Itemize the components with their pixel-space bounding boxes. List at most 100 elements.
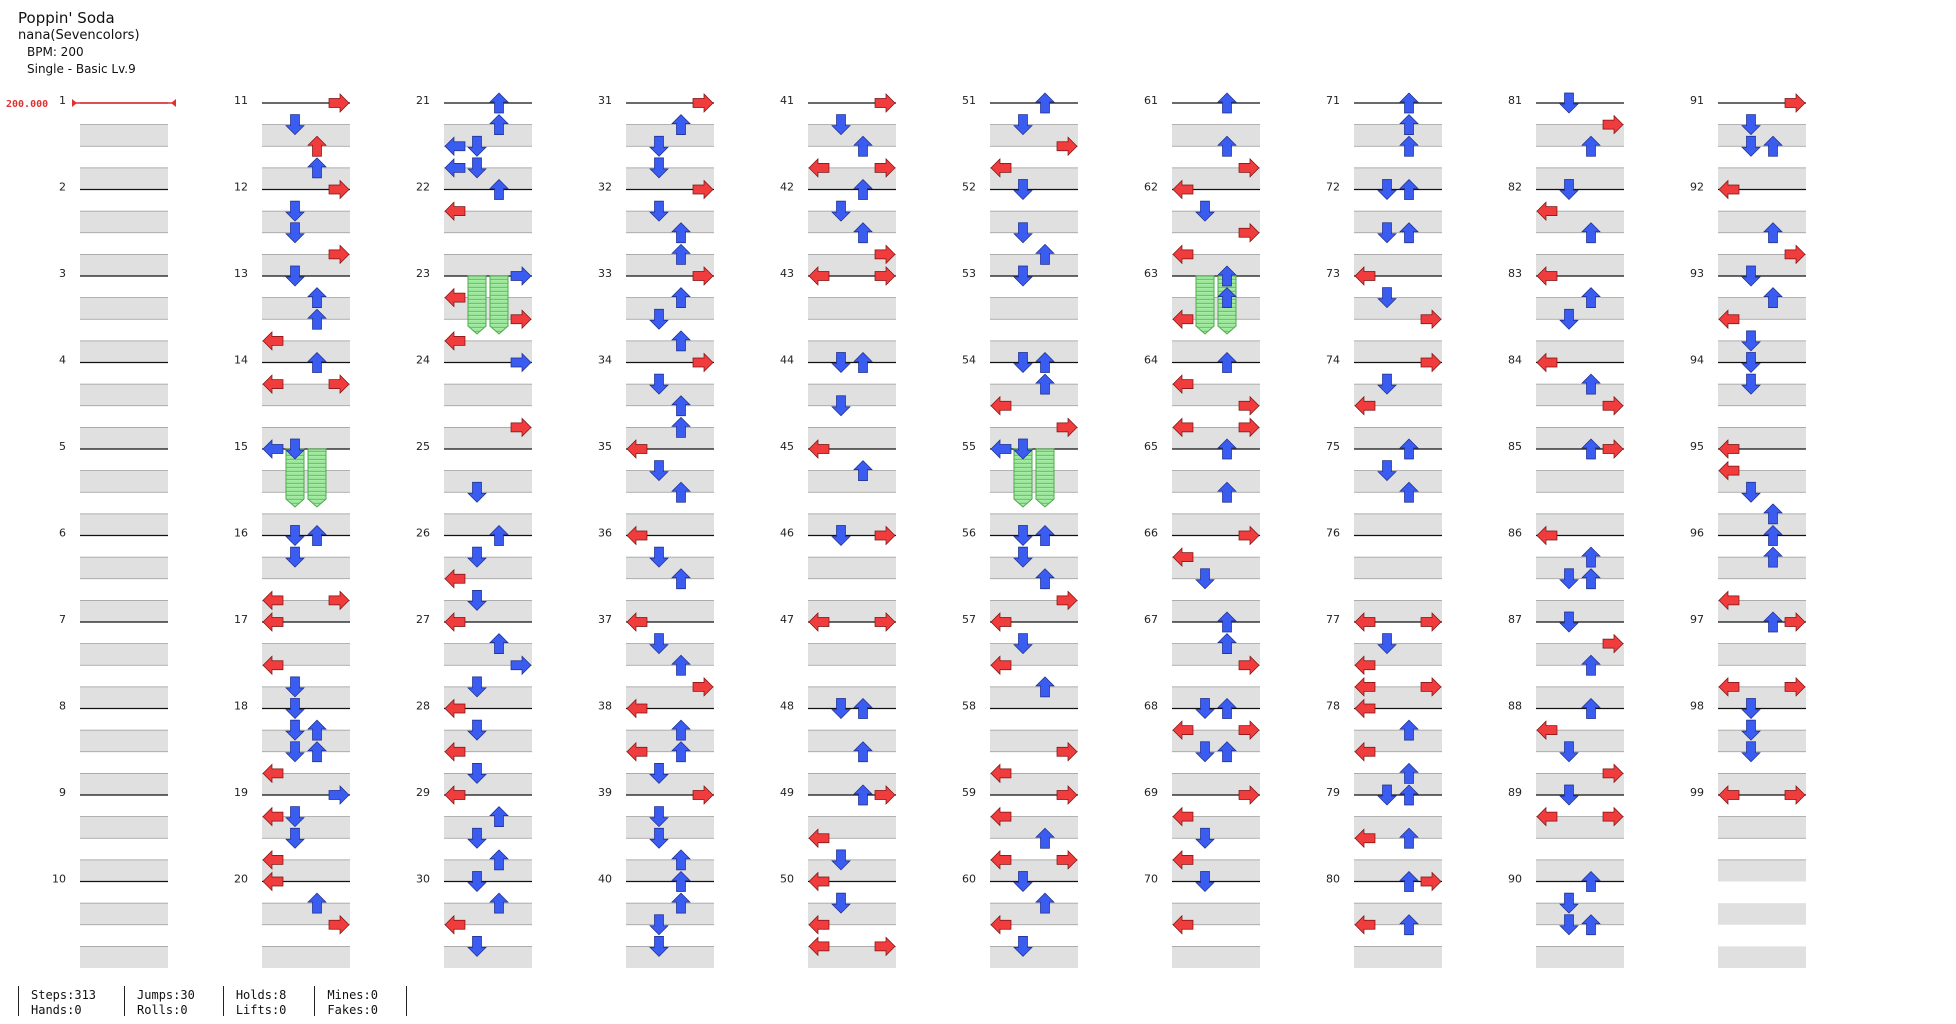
arrow-right [328, 179, 350, 200]
arrow-up [1581, 568, 1601, 590]
beat-band [1718, 730, 1806, 752]
hold-up [1035, 448, 1055, 508]
arrow-up [853, 784, 873, 806]
arrow-down [467, 676, 487, 698]
beat-band [1536, 254, 1624, 276]
beat-band [1172, 427, 1260, 449]
beat-band [626, 773, 714, 795]
arrow-up [1581, 654, 1601, 676]
measure-number: 80 [1326, 873, 1340, 886]
arrow-down [1377, 633, 1397, 655]
arrow-up [1581, 546, 1601, 568]
measure-number: 93 [1690, 267, 1704, 280]
beat-band [626, 167, 714, 190]
arrow-down [467, 590, 487, 611]
beat-band [1172, 600, 1260, 622]
arrow-left [1718, 309, 1740, 330]
arrow-right [1420, 352, 1442, 373]
arrow-up [1763, 546, 1783, 568]
arrow-right [510, 352, 532, 373]
stats-col-jumps: Jumps:30 Rolls:0 [124, 986, 223, 1017]
arrow-up [671, 654, 691, 676]
beat-band [808, 427, 896, 449]
beat-band [1354, 600, 1442, 622]
beat-band [262, 946, 350, 968]
arrow-left [1536, 720, 1558, 740]
hold-down [1013, 448, 1033, 508]
arrow-left [1172, 179, 1194, 200]
stats-bar: Steps:313 Hands:0 Jumps:30 Rolls:0 Holds… [18, 986, 407, 1020]
arrow-up [307, 892, 327, 914]
beat-band [262, 686, 350, 709]
arrow-left [1172, 806, 1194, 827]
arrow-down [1741, 373, 1761, 395]
arrow-right [1238, 655, 1260, 676]
arrow-up [671, 243, 691, 265]
beat-band [626, 946, 714, 968]
beat-band [1718, 859, 1806, 882]
arrow-up [1035, 676, 1055, 698]
arrow-left [1172, 850, 1194, 870]
arrow-down [1195, 741, 1215, 763]
arrow-up [1035, 892, 1055, 914]
arrow-down [285, 698, 305, 719]
beat-band [990, 859, 1078, 882]
beat-band [1354, 124, 1442, 147]
measure-number: 8 [59, 700, 66, 713]
measure-number: 16 [234, 527, 248, 540]
arrow-down [649, 633, 669, 655]
measure-number: 9 [59, 786, 66, 799]
arrow-left [444, 136, 466, 157]
beat-band [444, 297, 532, 320]
arrow-up [1217, 287, 1237, 308]
arrow-left [444, 287, 466, 308]
arrow-up [1763, 503, 1783, 525]
arrow-right [328, 93, 350, 113]
arrow-left [626, 439, 648, 459]
beat-band [626, 340, 714, 363]
arrow-up [1399, 92, 1419, 114]
arrow-left [990, 914, 1012, 935]
beat-band [80, 167, 168, 190]
arrow-up [1399, 871, 1419, 892]
arrow-down [1013, 179, 1033, 200]
arrow-left [444, 331, 466, 351]
beat-band [626, 903, 714, 925]
arrow-down [649, 806, 669, 828]
beat-band [990, 167, 1078, 190]
arrow-down [1559, 914, 1579, 936]
arrow-down [1559, 179, 1579, 200]
arrow-left [444, 612, 466, 632]
beat-band [808, 384, 896, 406]
beat-band [626, 816, 714, 839]
beat-band [626, 297, 714, 320]
measure-number: 36 [598, 527, 612, 540]
arrow-left [262, 439, 284, 459]
beat-band [262, 557, 350, 579]
beat-band [1172, 686, 1260, 709]
arrow-down [285, 438, 305, 460]
arrow-down [649, 546, 669, 568]
beat-band [990, 557, 1078, 579]
beat-band [1536, 600, 1624, 622]
measure-number: 17 [234, 613, 248, 626]
arrow-up [307, 308, 327, 330]
measure-number: 24 [416, 354, 430, 367]
arrow-down [1559, 741, 1579, 763]
arrow-left [444, 914, 466, 935]
measure-number: 56 [962, 527, 976, 540]
arrow-down [1741, 352, 1761, 373]
arrow-left [990, 763, 1012, 784]
measure-number: 35 [598, 440, 612, 453]
measure-number: 53 [962, 267, 976, 280]
measure-number: 5 [59, 440, 66, 453]
beat-band [1172, 730, 1260, 752]
arrow-right [874, 785, 896, 805]
arrow-up [1399, 481, 1419, 503]
beat-band [1718, 773, 1806, 795]
beat-band [1354, 859, 1442, 882]
beat-band [1718, 946, 1806, 968]
beat-band [1536, 903, 1624, 925]
arrow-right [874, 525, 896, 546]
bpm-marker-label: 200.000 [6, 99, 48, 110]
